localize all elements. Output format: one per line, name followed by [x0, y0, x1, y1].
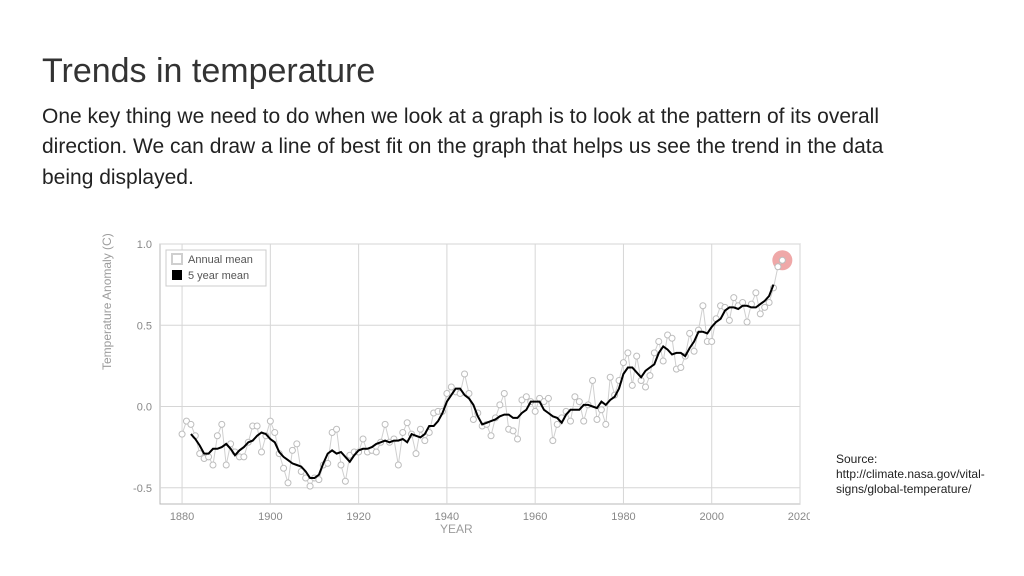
svg-text:5 year mean: 5 year mean [188, 270, 249, 282]
svg-text:0.5: 0.5 [137, 320, 152, 332]
svg-text:1960: 1960 [523, 511, 547, 523]
slide-title: Trends in temperature [42, 52, 375, 91]
svg-text:1.0: 1.0 [137, 239, 152, 251]
svg-text:1920: 1920 [346, 511, 370, 523]
source-citation: Source: http://climate.nasa.gov/vital-si… [836, 452, 1006, 497]
svg-text:Annual mean: Annual mean [188, 254, 253, 266]
svg-text:1980: 1980 [611, 511, 635, 523]
source-url: http://climate.nasa.gov/vital-signs/glob… [836, 467, 985, 496]
svg-text:1940: 1940 [435, 511, 459, 523]
slide-body-text: One key thing we need to do when we look… [42, 102, 902, 193]
chart-svg: 1880 1900 1920 1940 1960 1980 2000 2020 -0.5 0.0 0… [110, 234, 810, 534]
temperature-chart: 1880 1900 1920 1940 1960 1980 2000 2020 -0.5 0.0 0… [110, 234, 810, 534]
slide: Trends in temperature One key thing we n… [0, 0, 1024, 576]
svg-text:1900: 1900 [258, 511, 282, 523]
svg-text:1880: 1880 [170, 511, 194, 523]
svg-text:-0.5: -0.5 [133, 483, 152, 495]
svg-text:0.0: 0.0 [137, 402, 152, 414]
source-label: Source: [836, 452, 877, 466]
svg-text:2020: 2020 [788, 511, 810, 523]
svg-text:2000: 2000 [699, 511, 723, 523]
